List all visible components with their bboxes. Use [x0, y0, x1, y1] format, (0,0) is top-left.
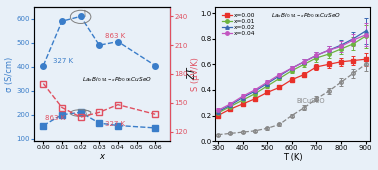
- Text: 863 K: 863 K: [45, 115, 65, 121]
- X-axis label: x: x: [99, 152, 105, 161]
- Legend: x=0.00, x=0.01, x=0.02, x=0.04: x=0.00, x=0.01, x=0.02, x=0.04: [220, 11, 257, 38]
- Text: 327 K: 327 K: [105, 121, 125, 127]
- Y-axis label: S (μV/K): S (μV/K): [191, 57, 200, 91]
- X-axis label: T (K): T (K): [283, 153, 303, 162]
- Text: 863 K: 863 K: [105, 33, 125, 39]
- Text: BiCuSeO: BiCuSeO: [297, 98, 325, 104]
- Text: La$_x$Bi$_{0.94-x}$Pb$_{0.06}$CuSeO: La$_x$Bi$_{0.94-x}$Pb$_{0.06}$CuSeO: [271, 11, 341, 20]
- Y-axis label: ZT: ZT: [187, 68, 197, 80]
- Text: 327 K: 327 K: [53, 58, 73, 64]
- Y-axis label: σ (S/cm): σ (S/cm): [5, 56, 14, 92]
- Text: La$_x$Bi$_{0.94-x}$Pb$_{0.06}$CuSeO: La$_x$Bi$_{0.94-x}$Pb$_{0.06}$CuSeO: [82, 75, 152, 84]
